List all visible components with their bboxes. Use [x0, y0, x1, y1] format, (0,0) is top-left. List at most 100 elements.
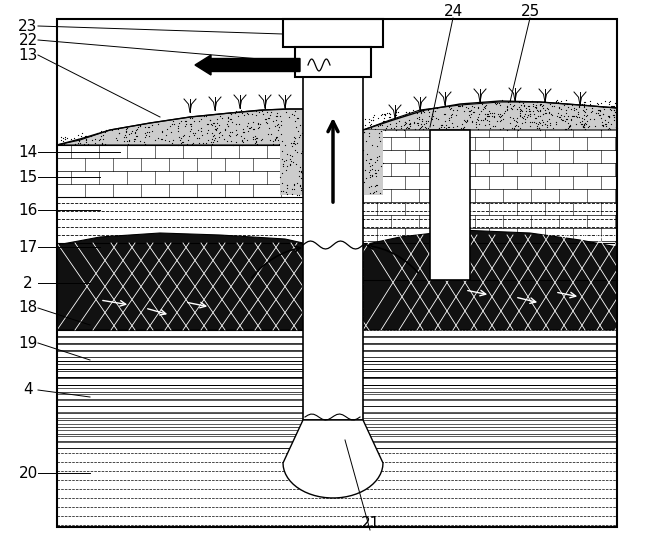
Point	[292, 114, 302, 123]
Point	[277, 155, 287, 163]
Point	[372, 166, 383, 174]
Point	[579, 119, 590, 128]
Point	[176, 134, 187, 143]
Polygon shape	[57, 233, 303, 330]
Point	[271, 116, 281, 124]
Point	[454, 102, 465, 111]
Point	[540, 106, 550, 114]
Point	[364, 115, 374, 124]
Point	[611, 123, 622, 131]
Point	[534, 124, 544, 132]
Point	[523, 110, 534, 119]
Point	[495, 113, 505, 122]
Point	[380, 125, 390, 134]
Point	[372, 142, 382, 150]
Point	[448, 122, 458, 131]
Point	[421, 117, 431, 125]
Point	[366, 161, 377, 169]
Point	[377, 159, 388, 167]
Point	[551, 98, 562, 106]
Point	[445, 110, 456, 119]
Point	[365, 155, 375, 163]
Point	[565, 125, 576, 134]
Point	[297, 169, 308, 178]
Point	[595, 106, 605, 114]
Point	[268, 140, 278, 148]
Point	[118, 137, 129, 146]
Point	[375, 137, 385, 146]
Point	[390, 125, 401, 134]
Point	[222, 137, 232, 146]
Point	[285, 140, 295, 149]
Point	[249, 138, 260, 147]
Point	[534, 106, 545, 114]
Point	[421, 119, 432, 128]
Point	[281, 150, 292, 159]
Point	[152, 119, 163, 128]
Point	[272, 108, 283, 117]
Point	[69, 134, 80, 142]
Point	[287, 142, 298, 151]
Point	[283, 124, 294, 132]
Point	[530, 118, 541, 127]
Point	[130, 135, 140, 144]
Point	[292, 114, 302, 123]
Point	[525, 118, 535, 126]
Point	[483, 110, 493, 119]
Point	[413, 115, 424, 124]
Point	[381, 124, 391, 132]
Point	[208, 137, 219, 146]
Point	[173, 122, 183, 131]
Point	[121, 125, 131, 134]
Point	[265, 111, 276, 120]
Point	[270, 135, 280, 144]
Point	[470, 108, 480, 117]
Point	[277, 147, 287, 156]
Point	[471, 114, 482, 123]
Text: 2: 2	[24, 276, 33, 290]
Point	[208, 136, 219, 145]
Point	[368, 115, 378, 124]
Point	[400, 111, 411, 120]
Point	[185, 119, 196, 128]
Point	[289, 185, 299, 193]
Point	[296, 167, 306, 176]
Point	[524, 105, 535, 113]
Point	[225, 109, 235, 118]
Point	[180, 122, 190, 130]
Point	[579, 122, 590, 131]
Point	[235, 132, 246, 141]
Point	[543, 105, 553, 113]
Point	[276, 179, 287, 187]
Point	[295, 120, 305, 129]
Point	[247, 118, 258, 126]
Point	[577, 119, 587, 128]
Point	[592, 99, 602, 108]
Point	[251, 138, 261, 147]
Point	[389, 124, 399, 132]
Point	[138, 137, 149, 146]
Point	[471, 120, 481, 129]
Point	[266, 107, 277, 116]
Point	[545, 118, 555, 127]
Point	[510, 122, 520, 130]
Bar	[363, 130, 383, 195]
Point	[366, 120, 377, 129]
Point	[539, 109, 550, 118]
Point	[515, 111, 525, 120]
Point	[561, 115, 571, 124]
Point	[281, 183, 292, 192]
Point	[436, 122, 447, 131]
Point	[583, 123, 594, 132]
Point	[499, 108, 509, 117]
Point	[498, 124, 508, 132]
Point	[147, 120, 157, 129]
Point	[370, 158, 380, 167]
Point	[291, 136, 302, 144]
Point	[56, 136, 66, 144]
Point	[534, 101, 545, 110]
Point	[358, 178, 369, 187]
Point	[275, 108, 285, 117]
Polygon shape	[57, 109, 303, 145]
Point	[535, 125, 545, 134]
